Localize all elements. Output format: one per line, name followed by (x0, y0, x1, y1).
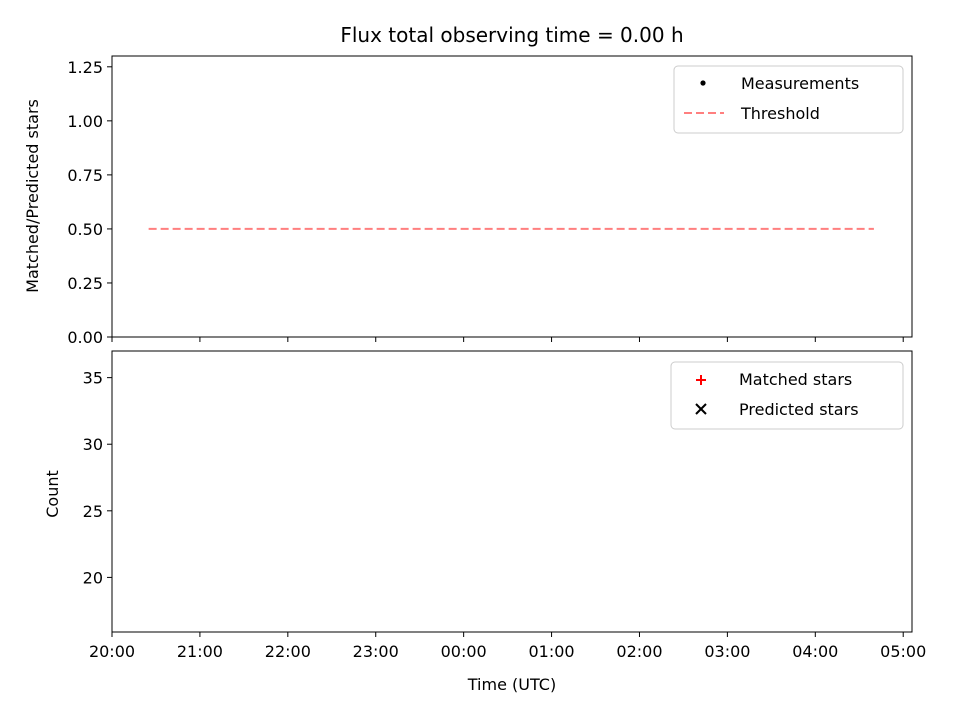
top-y-axis-label: Matched/Predicted stars (23, 99, 42, 293)
legend-predicted-label: Predicted stars (739, 400, 859, 419)
bottom-y-tick-label: 20 (83, 568, 103, 587)
top-y-tick-label: 0.00 (67, 328, 103, 347)
x-tick-label: 22:00 (265, 642, 311, 661)
bottom-legend: Matched stars Predicted stars (670, 361, 904, 430)
bottom-y-tick-label: 30 (83, 435, 103, 454)
x-tick-label: 02:00 (616, 642, 662, 661)
legend-matched-marker (696, 375, 706, 385)
x-axis-label: Time (UTC) (467, 675, 556, 694)
top-y-tick-label: 0.25 (67, 274, 103, 293)
bottom-plot-frame (111, 350, 913, 633)
x-tick-label: 04:00 (792, 642, 838, 661)
bottom-y-axis-label: Count (43, 470, 62, 518)
chart-title: Flux total observing time = 0.00 h (340, 23, 683, 47)
x-tick-label: 03:00 (704, 642, 750, 661)
top-y-tick-label: 0.75 (67, 166, 103, 185)
bottom-legend-box (670, 361, 904, 430)
top-plot-area: 0.00 0.25 0.50 0.75 1.00 1.25 (67, 55, 913, 347)
bottom-y-tick-label: 35 (83, 369, 103, 388)
legend-measurements-marker (700, 80, 706, 86)
top-y-tick-label: 1.25 (67, 58, 103, 77)
x-tick-label: 00:00 (441, 642, 487, 661)
x-tick-label: 20:00 (89, 642, 135, 661)
legend-measurements-label: Measurements (741, 74, 859, 93)
top-y-tick-label: 1.00 (67, 112, 103, 131)
x-tick-label: 23:00 (353, 642, 399, 661)
top-legend: Measurements Threshold (673, 65, 904, 134)
bottom-y-tick-label: 25 (83, 502, 103, 521)
legend-matched-label: Matched stars (739, 370, 852, 389)
top-legend-box (673, 65, 904, 134)
legend-predicted-marker (695, 403, 707, 415)
legend-threshold-label: Threshold (740, 104, 820, 123)
x-tick-label: 01:00 (529, 642, 575, 661)
top-y-tick-label: 0.50 (67, 220, 103, 239)
x-tick-label: 05:00 (880, 642, 926, 661)
bottom-plot-area: 20:00 21:00 22:00 23:00 00:00 01:00 02:00 03:00… (83, 350, 926, 661)
top-plot-frame (111, 55, 913, 338)
x-tick-label: 21:00 (177, 642, 223, 661)
